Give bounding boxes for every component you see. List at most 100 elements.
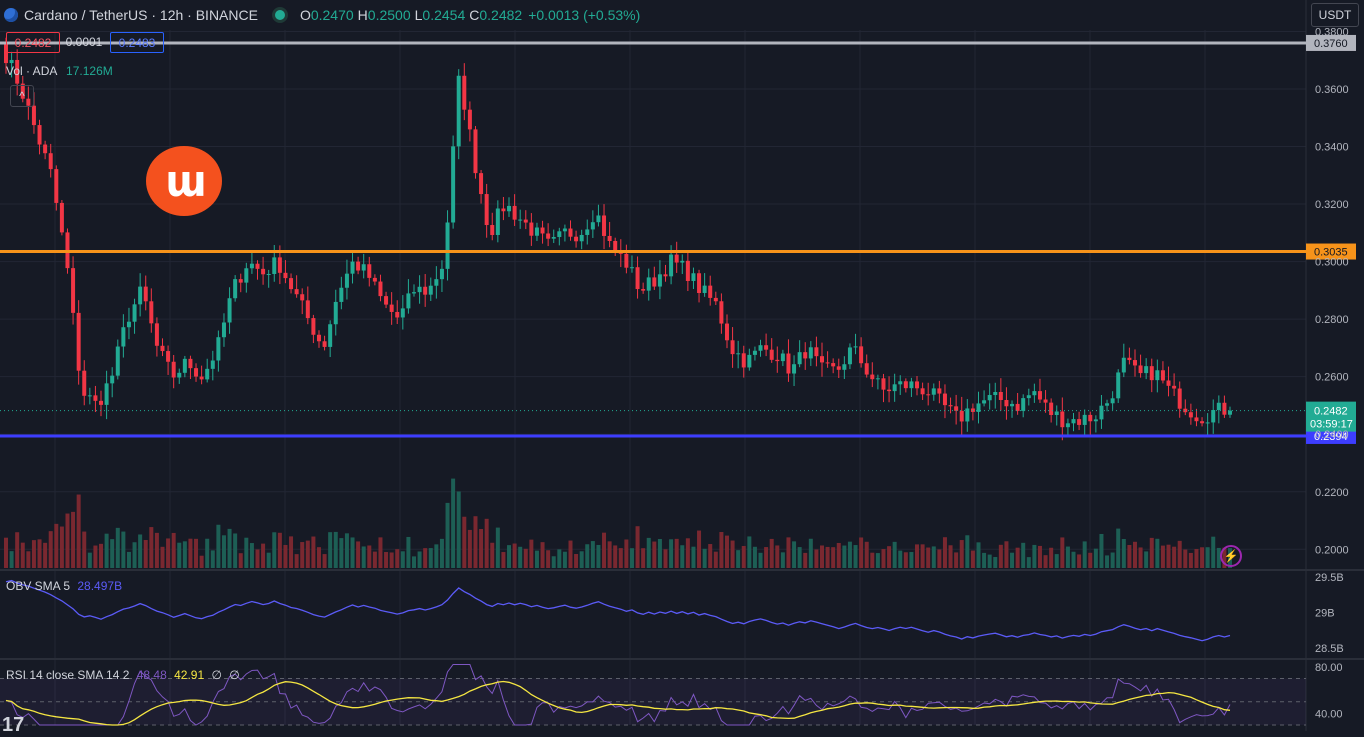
volume-bar — [568, 540, 573, 568]
candle-body — [1228, 410, 1232, 415]
candle-body — [1222, 402, 1227, 415]
volume-bar — [171, 532, 176, 568]
candle-body — [674, 254, 679, 263]
volume-bar — [71, 511, 76, 568]
candle-body — [870, 374, 875, 380]
volume-bar — [792, 541, 797, 568]
volume-bar — [926, 547, 931, 568]
volume-bar — [356, 541, 361, 568]
candle-body — [993, 392, 998, 396]
candle-body — [238, 279, 243, 283]
volume-bar — [1054, 554, 1059, 568]
volume-bar — [507, 545, 512, 568]
candle-body — [501, 208, 506, 212]
horizontal-line-label-bg — [1306, 427, 1356, 444]
lightning-icon[interactable]: ⚡ — [1220, 545, 1242, 567]
volume-bar — [546, 550, 551, 568]
volume-bar — [1021, 542, 1026, 568]
volume-bar — [76, 494, 81, 568]
volume-bar — [361, 546, 366, 568]
candle-body — [937, 388, 942, 394]
sell-button[interactable]: 0.2482 — [6, 32, 60, 53]
candle-body — [931, 388, 936, 395]
candle-body — [9, 59, 14, 64]
candle-body — [831, 363, 836, 367]
candle-body — [300, 294, 305, 301]
volume-bar — [316, 547, 321, 568]
volume-bar — [965, 535, 970, 568]
candle-body — [579, 234, 584, 242]
volume-bar — [847, 541, 852, 568]
volume-bar — [238, 553, 243, 568]
volume-bar — [110, 539, 115, 568]
candle-body — [20, 83, 25, 99]
candle-body — [143, 286, 148, 302]
volume-bar — [1004, 541, 1009, 568]
volume-bar — [629, 548, 634, 568]
watermark-logo: ա — [146, 146, 222, 216]
candle-body — [518, 219, 523, 221]
candle-body — [702, 285, 707, 293]
volume-bar — [954, 552, 959, 568]
candle-body — [954, 406, 959, 411]
candle-body — [261, 268, 266, 275]
candle-body — [1194, 417, 1199, 422]
candle-body — [71, 268, 76, 313]
candle-body — [378, 281, 383, 297]
rsi-legend-extra-1: ∅ — [211, 668, 222, 682]
volume-bar — [842, 545, 847, 568]
symbol-title[interactable]: Cardano / TetherUS · 12h · BINANCE — [24, 7, 258, 23]
candle-body — [210, 360, 215, 369]
horizontal-line-label: 0.3760 — [1314, 38, 1348, 50]
candle-body — [473, 129, 478, 174]
volume-bar — [674, 538, 679, 568]
collapse-legend-button[interactable]: ^ — [10, 85, 34, 107]
candle-body — [842, 364, 847, 370]
obv-tick-label: 29.5B — [1315, 572, 1344, 584]
candle-body — [283, 272, 288, 279]
volume-bar — [579, 551, 584, 568]
volume-bar — [942, 537, 947, 568]
price-tick-label: 0.3000 — [1315, 257, 1349, 269]
volume-bar — [227, 528, 232, 568]
volume-legend-label: Vol · ADA — [6, 64, 57, 78]
volume-bar — [412, 556, 416, 568]
candle-body — [747, 354, 752, 368]
candle-body — [1155, 370, 1160, 381]
market-status-icon — [271, 7, 288, 23]
volume-bar — [859, 537, 864, 568]
symbol-header: Cardano / TetherUS · 12h · BINANCE O 0.24… — [4, 6, 640, 24]
close-label: C — [469, 7, 480, 23]
low-label: L — [414, 7, 423, 23]
candle-body — [976, 403, 981, 412]
candle-body — [942, 393, 947, 406]
candle-body — [244, 268, 249, 283]
volume-bar — [294, 554, 299, 568]
volume-bar — [892, 541, 897, 568]
volume-bar — [976, 542, 981, 568]
currency-selector[interactable]: USDT — [1311, 3, 1359, 27]
candle-body — [221, 322, 226, 338]
candle-body — [110, 375, 115, 384]
candle-body — [126, 321, 131, 328]
volume-bar — [1160, 545, 1165, 568]
volume-bar — [948, 545, 953, 568]
candle-body — [764, 345, 769, 350]
volume-bar — [1060, 537, 1065, 568]
volume-bar — [1015, 547, 1020, 568]
volume-bar — [724, 535, 729, 568]
candle-body — [730, 340, 735, 355]
volume-bar — [562, 551, 567, 568]
candle-body — [613, 241, 618, 252]
price-tick-label: 0.2200 — [1315, 487, 1349, 499]
buy-button[interactable]: 0.2483 — [110, 32, 164, 53]
price-tick-label: 0.2400 — [1315, 429, 1349, 441]
volume-bar — [467, 529, 472, 568]
volume-bar — [4, 537, 8, 568]
volume-bar — [48, 531, 53, 568]
candle-body — [887, 389, 892, 392]
volume-bar — [43, 542, 48, 568]
candle-body — [233, 279, 238, 299]
volume-bar — [104, 533, 109, 568]
volume-bar — [1138, 547, 1143, 568]
